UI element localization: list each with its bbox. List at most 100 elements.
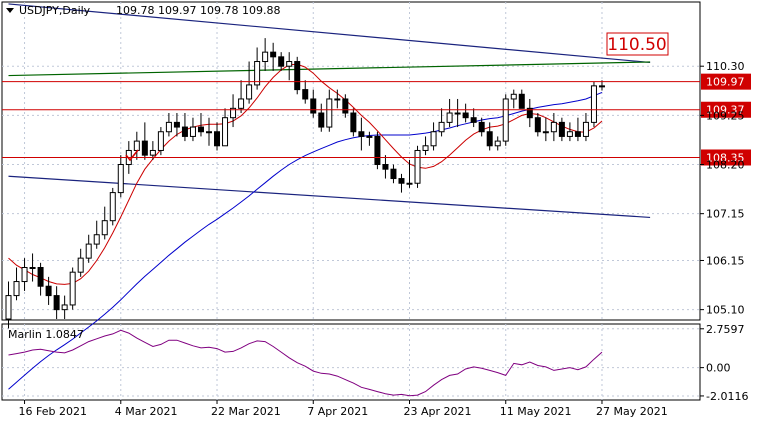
candle[interactable] <box>157 127 164 156</box>
candle-body <box>502 98 509 142</box>
candle[interactable] <box>181 113 188 142</box>
candle[interactable] <box>446 98 453 128</box>
candle[interactable] <box>5 281 12 329</box>
candle-body <box>69 271 76 306</box>
candle-body <box>294 61 301 91</box>
candle[interactable] <box>470 108 477 128</box>
candle[interactable] <box>390 164 397 184</box>
candle[interactable] <box>550 113 557 142</box>
candle[interactable] <box>582 113 589 142</box>
level-tag <box>701 149 751 166</box>
candle[interactable] <box>526 98 533 128</box>
candle[interactable] <box>374 131 381 170</box>
candle[interactable] <box>358 117 365 151</box>
candle[interactable] <box>117 155 124 198</box>
level-tag <box>701 73 751 90</box>
candle-body <box>334 98 341 101</box>
candle[interactable] <box>286 52 293 81</box>
candle[interactable] <box>246 61 253 104</box>
candle-body <box>189 126 196 137</box>
candle[interactable] <box>326 89 333 132</box>
price-tick-label: 105.10 <box>706 304 745 317</box>
candle[interactable] <box>510 89 517 109</box>
candle[interactable] <box>558 117 565 142</box>
candle-body <box>374 135 381 166</box>
candle[interactable] <box>85 234 92 263</box>
chart-menu-triangle-icon[interactable] <box>6 8 14 13</box>
candle[interactable] <box>262 38 269 71</box>
candle[interactable] <box>230 94 237 128</box>
candle[interactable] <box>350 108 357 137</box>
candle[interactable] <box>93 220 100 249</box>
candle-body <box>550 121 557 133</box>
candle[interactable] <box>542 117 549 142</box>
candle[interactable] <box>278 52 285 71</box>
candle-body <box>422 145 429 151</box>
candle[interactable] <box>69 267 76 310</box>
candle[interactable] <box>173 113 180 137</box>
candle[interactable] <box>294 56 301 95</box>
candle[interactable] <box>502 94 509 146</box>
candle[interactable] <box>13 267 20 301</box>
candle[interactable] <box>77 248 84 277</box>
candle[interactable] <box>438 108 445 137</box>
candle[interactable] <box>270 42 277 71</box>
candle[interactable] <box>518 89 525 109</box>
candle-body <box>53 295 60 311</box>
candle[interactable] <box>21 258 28 291</box>
candle[interactable] <box>302 80 309 104</box>
candle[interactable] <box>406 159 413 188</box>
candle[interactable] <box>334 89 341 109</box>
candle-body <box>414 149 421 184</box>
candle[interactable] <box>222 108 229 147</box>
candle-body <box>582 121 589 137</box>
candle[interactable] <box>45 276 52 305</box>
candle[interactable] <box>414 145 421 188</box>
candle[interactable] <box>149 141 156 160</box>
candle[interactable] <box>398 173 405 193</box>
candle[interactable] <box>109 187 116 226</box>
candle[interactable] <box>494 136 501 151</box>
candle[interactable] <box>566 122 573 142</box>
candle[interactable] <box>206 117 212 146</box>
candle[interactable] <box>422 136 429 156</box>
candle-body <box>93 234 100 245</box>
candle[interactable] <box>141 122 148 160</box>
candle[interactable] <box>29 253 36 282</box>
candle[interactable] <box>462 103 469 123</box>
candle[interactable] <box>238 80 245 114</box>
osc-tick-label: -2.0116 <box>706 390 748 403</box>
candle-body <box>510 93 517 100</box>
candle[interactable] <box>486 122 493 151</box>
candle[interactable] <box>342 94 349 118</box>
candle-body <box>37 267 44 287</box>
candle[interactable] <box>534 113 541 137</box>
candle[interactable] <box>382 155 389 179</box>
candle[interactable] <box>478 117 485 137</box>
candle[interactable] <box>254 47 261 90</box>
candle[interactable] <box>53 286 60 319</box>
osc-tick-label: 0.00 <box>706 362 731 375</box>
candle[interactable] <box>454 98 461 128</box>
time-tick-label: 27 May 2021 <box>596 405 668 418</box>
time-axis: 16 Feb 2021 4 Mar 2021 22 Mar 2021 7 Apr 20… <box>19 400 668 418</box>
candle[interactable] <box>430 122 437 151</box>
level-tag <box>701 101 751 118</box>
candle[interactable] <box>189 117 196 142</box>
candle[interactable] <box>590 81 597 128</box>
candles[interactable] <box>5 38 605 329</box>
candle[interactable] <box>101 206 108 240</box>
candle[interactable] <box>574 117 581 142</box>
candle[interactable] <box>165 113 172 137</box>
price-tick-label: 109.25 <box>706 109 745 122</box>
candle[interactable] <box>37 262 44 296</box>
candle[interactable] <box>61 295 68 319</box>
candle[interactable] <box>310 89 317 118</box>
candle[interactable] <box>318 103 325 132</box>
level-tag-label: 109.97 <box>706 76 745 89</box>
candle[interactable] <box>197 113 204 137</box>
candle[interactable] <box>214 122 221 151</box>
candle[interactable] <box>366 131 373 146</box>
lower-trend-line <box>8 175 651 219</box>
